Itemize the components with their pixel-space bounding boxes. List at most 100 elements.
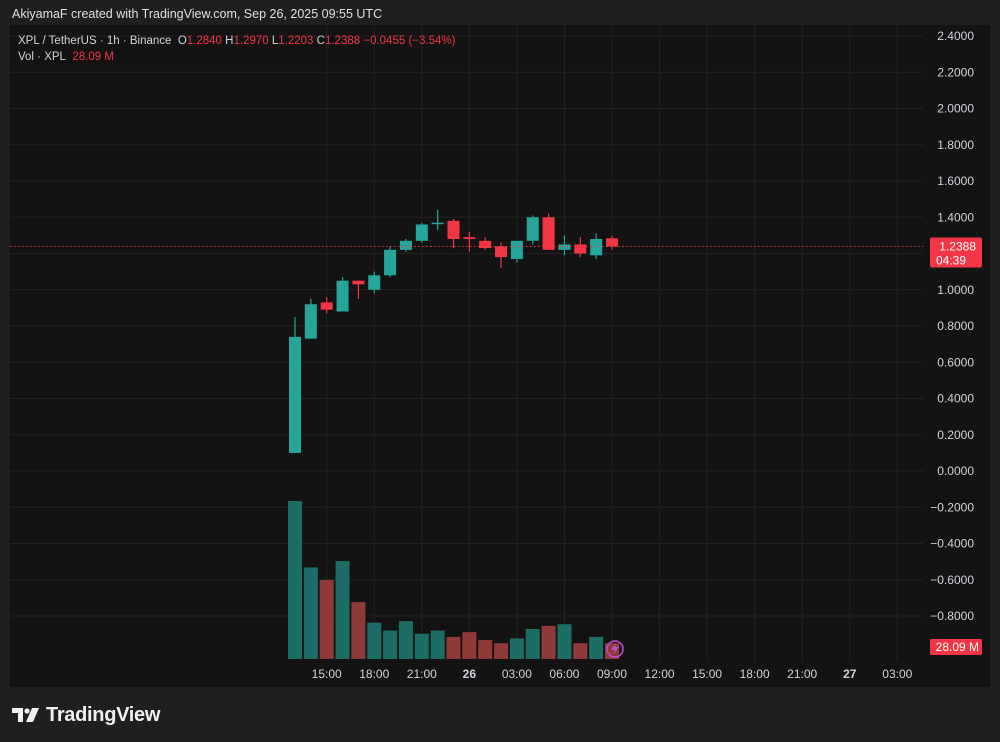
- current-price-badge-value: 1.2388: [939, 239, 976, 253]
- price-axis-tick-label: 1.0000: [937, 283, 974, 297]
- time-axis-tick-label: 27: [843, 667, 857, 681]
- volume-bar: [288, 501, 302, 659]
- price-axis[interactable]: 2.40002.20002.00001.80001.60001.40001.20…: [930, 29, 974, 623]
- price-axis-tick-label: −0.4000: [930, 537, 974, 551]
- candle-body: [558, 244, 571, 250]
- time-axis-tick-label: 06:00: [549, 667, 579, 681]
- volume-bar: [446, 636, 461, 659]
- price-axis-tick-label: −0.2000: [930, 500, 974, 514]
- time-axis-tick-label: 03:00: [502, 667, 532, 681]
- candle-body: [304, 304, 317, 339]
- volume-bar: [589, 636, 604, 659]
- legend-volume-label[interactable]: Vol · XPL: [18, 51, 66, 63]
- legend-open: 1.2840: [186, 35, 222, 47]
- volume-bar: [430, 630, 445, 659]
- time-axis-tick-label: 21:00: [787, 667, 817, 681]
- price-axis-tick-label: 1.6000: [937, 174, 974, 188]
- lightning-icon-bolt: [611, 643, 619, 655]
- volume-bar: [319, 580, 334, 659]
- time-axis-tick-label: 26: [463, 667, 477, 681]
- candle-body: [526, 217, 539, 241]
- volume-bar: [398, 621, 413, 659]
- candle-body: [352, 280, 365, 285]
- volume-bar: [525, 628, 540, 659]
- volume-bar: [383, 630, 398, 659]
- time-axis-tick-label: 21:00: [407, 667, 437, 681]
- legend-close-label: C: [316, 35, 325, 47]
- volume-bar: [573, 643, 588, 659]
- price-axis-tick-label: 2.2000: [937, 65, 974, 79]
- candle-body: [336, 280, 349, 312]
- volume-bars: [288, 501, 619, 659]
- time-axis[interactable]: 15:00 18:00 21:00 26 03:00 06:00 09:00 12:00 15:…: [312, 667, 913, 681]
- candle-body: [495, 246, 508, 258]
- volume-bar: [335, 561, 350, 659]
- candle-body: [463, 237, 476, 239]
- candle-body: [289, 336, 301, 453]
- volume-bar: [303, 567, 318, 659]
- tradingview-logo-text: TradingView: [46, 703, 161, 726]
- current-price-badge: [930, 237, 982, 268]
- legend-high-label: H: [225, 35, 234, 47]
- price-axis-tick-label: 0.4000: [937, 392, 974, 406]
- candle-body: [510, 240, 523, 259]
- candle-body: [479, 240, 492, 249]
- price-axis-tick-label: 0.2000: [937, 428, 974, 442]
- legend-volume-row: Vol · XPL 28.09 M: [18, 49, 455, 65]
- volume-bar: [494, 643, 509, 659]
- lightning-icon[interactable]: [606, 640, 624, 658]
- volume-bar: [367, 622, 382, 659]
- price-axis-tick-label: 2.4000: [937, 29, 974, 43]
- legend-low: 1.2203: [278, 35, 314, 47]
- candle-body: [415, 224, 428, 241]
- legend-change: −0.0455 (−3.54%): [363, 35, 456, 47]
- volume-bar: [351, 602, 366, 659]
- price-axis-tick-label: 0.8000: [937, 319, 974, 333]
- candle-body: [574, 244, 587, 254]
- volume-bar: [557, 624, 572, 659]
- lightning-icon-ring: [606, 640, 624, 658]
- candle-body: [590, 239, 603, 256]
- legend-close: 1.2388: [324, 35, 361, 47]
- volume-bar: [509, 638, 524, 659]
- legend-low-label: L: [271, 35, 279, 47]
- tradingview-logo[interactable]: TradingView: [12, 704, 160, 726]
- time-axis-tick-label: 09:00: [597, 667, 627, 681]
- candles: [289, 210, 618, 453]
- price-axis-tick-label: 0.6000: [937, 355, 974, 369]
- volume-bar: [462, 632, 477, 659]
- legend-high: 1.2970: [233, 35, 269, 47]
- price-axis-tick-label: 1.4000: [937, 210, 974, 224]
- volume-badge-value: 28.09 M: [936, 640, 979, 654]
- time-axis-tick-label: 12:00: [645, 667, 675, 681]
- volume-bar: [414, 633, 429, 659]
- time-axis-tick-label: 18:00: [359, 667, 389, 681]
- candle-body: [399, 240, 412, 250]
- candle-body: [384, 249, 397, 276]
- chart-credit: AkiyamaF created with TradingView.com, S…: [12, 7, 383, 21]
- candle-body: [447, 220, 460, 239]
- chart-frame[interactable]: 2.40002.20002.00001.80001.60001.40001.20…: [10, 25, 990, 687]
- candle-body: [431, 222, 444, 225]
- price-axis-tick-label: −0.8000: [930, 609, 974, 623]
- time-axis-tick-label: 15:00: [312, 667, 342, 681]
- price-axis-tick-label: −0.6000: [930, 573, 974, 587]
- volume-bar: [478, 640, 493, 659]
- candlestick-chart[interactable]: 2.40002.20002.00001.80001.60001.40001.20…: [10, 25, 990, 687]
- chart-legend: XPL / TetherUS · 1h · Binance O1.2840 H1…: [18, 33, 455, 65]
- time-axis-tick-label: 03:00: [882, 667, 912, 681]
- legend-symbol[interactable]: XPL / TetherUS · 1h · Binance: [18, 35, 172, 47]
- candle-body: [320, 302, 333, 310]
- legend-volume-value: 28.09 M: [72, 51, 114, 63]
- current-price-badge-countdown: 04:39: [936, 253, 966, 267]
- volume-bar: [541, 625, 556, 659]
- price-axis-tick-label: 1.8000: [937, 138, 974, 152]
- time-axis-tick-label: 15:00: [692, 667, 722, 681]
- grid: [10, 25, 923, 661]
- volume-badge: [930, 639, 982, 655]
- legend-open-label: O: [177, 35, 187, 47]
- legend-ohlc-row: XPL / TetherUS · 1h · Binance O1.2840 H1…: [18, 33, 455, 49]
- time-axis-tick-label: 18:00: [740, 667, 770, 681]
- price-axis-tick-label: 2.0000: [937, 102, 974, 116]
